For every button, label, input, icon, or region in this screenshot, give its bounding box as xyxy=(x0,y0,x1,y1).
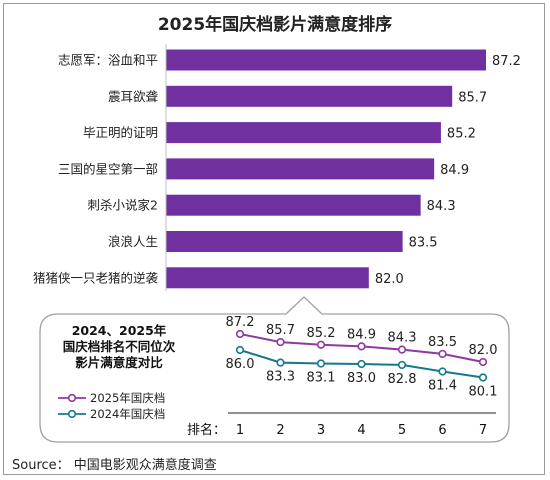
bar-value-label: 84.9 xyxy=(440,163,469,178)
category-label: 志愿军：浴血和平 xyxy=(58,53,158,68)
line-chart-title: 国庆档排名不同位次 xyxy=(63,339,176,354)
legend-marker xyxy=(67,393,77,403)
bar xyxy=(166,194,421,216)
category-label: 浪浪人生 xyxy=(108,234,158,249)
legend-label: 2025年国庆档 xyxy=(90,391,165,405)
series-2025-point xyxy=(316,340,326,349)
legend-marker xyxy=(67,409,77,419)
x-tick-label: 5 xyxy=(398,423,406,438)
series-2024-point xyxy=(276,358,285,367)
line-chart-title: 影片满意度对比 xyxy=(75,355,163,370)
bar-value-label: 85.2 xyxy=(447,127,476,142)
series-2024-value-label: 83.3 xyxy=(266,370,295,385)
series-2024-point xyxy=(438,367,447,376)
x-tick-label: 3 xyxy=(317,423,325,438)
chart-canvas: 志愿军：浴血和平 87.2 震耳欲聋 85.7 毕正明的证明 85.2 三国的星空第一部 84… xyxy=(33,44,521,443)
chart-frame: 2025年国庆档影片满意度排序 志愿军：浴血和平 87.2 震耳欲聋 85.7 毕正明的… xyxy=(3,3,545,475)
series-2025-value-label: 87.2 xyxy=(226,315,255,330)
series-2024-value-label: 80.1 xyxy=(469,385,498,400)
comparison-callout xyxy=(39,296,510,443)
x-tick-label: 2 xyxy=(276,423,284,438)
series-2025-value-label: 84.3 xyxy=(388,331,417,346)
series-2024-point xyxy=(357,359,366,369)
series-2024-point xyxy=(478,373,488,382)
series-2024-value-label: 83.1 xyxy=(307,371,336,386)
bar xyxy=(166,122,441,144)
series-2025-point xyxy=(276,337,285,347)
category-label: 震耳欲聋 xyxy=(108,89,159,104)
series-2025-point xyxy=(397,345,407,354)
category-label: 毕正明的证明 xyxy=(83,125,158,140)
series-2025-value-label: 85.2 xyxy=(307,326,336,341)
bar xyxy=(166,231,403,252)
series-2025-point xyxy=(478,357,488,367)
category-label: 刺杀小说家2 xyxy=(88,198,158,213)
legend-label: 2024年国庆档 xyxy=(90,407,165,421)
x-tick-label: 7 xyxy=(479,423,487,438)
x-tick-label: 6 xyxy=(438,423,446,438)
series-2024-point xyxy=(235,345,245,355)
series-2024-value-label: 86.0 xyxy=(226,357,255,372)
series-2024-value-label: 83.0 xyxy=(347,371,376,386)
source-note: Source： 中国电影观众满意度调查 xyxy=(12,458,217,473)
bar-value-label: 82.0 xyxy=(375,272,404,287)
bar xyxy=(166,158,435,180)
bar-value-label: 83.5 xyxy=(409,236,438,251)
series-2025-point xyxy=(357,342,366,351)
series-2025-value-label: 83.5 xyxy=(428,335,457,350)
series-2025-value-label: 82.0 xyxy=(469,343,498,358)
line-chart-title: 2024、2025年 xyxy=(72,323,167,338)
bar-value-label: 87.2 xyxy=(492,54,521,69)
series-2024-value-label: 82.8 xyxy=(388,372,417,387)
category-label: 猪猪侠一只老猪的逆袭 xyxy=(33,270,159,285)
callout-box xyxy=(39,296,510,443)
x-tick-label: 1 xyxy=(236,423,244,438)
bar-chart: 志愿军：浴血和平 87.2 震耳欲聋 85.7 毕正明的证明 85.2 三国的星空第一部 84… xyxy=(33,44,521,291)
x-tick-label: 4 xyxy=(357,423,365,438)
series-2025-point xyxy=(438,349,447,359)
bar-value-label: 84.3 xyxy=(427,199,456,214)
bar xyxy=(166,267,369,289)
series-2024-value-label: 81.4 xyxy=(428,378,457,393)
bar xyxy=(166,49,486,71)
series-2024-point xyxy=(316,359,326,368)
series-2025-value-label: 84.9 xyxy=(347,327,376,342)
series-2025-point xyxy=(235,329,245,339)
category-label: 三国的星空第一部 xyxy=(58,161,158,176)
bar xyxy=(166,85,453,107)
chart-title: 2025年国庆档影片满意度排序 xyxy=(157,15,393,35)
series-2025-value-label: 85.7 xyxy=(266,323,295,338)
x-axis-label: 排名： xyxy=(187,422,226,438)
series-2024-point xyxy=(397,360,407,370)
bar-value-label: 85.7 xyxy=(458,90,487,105)
